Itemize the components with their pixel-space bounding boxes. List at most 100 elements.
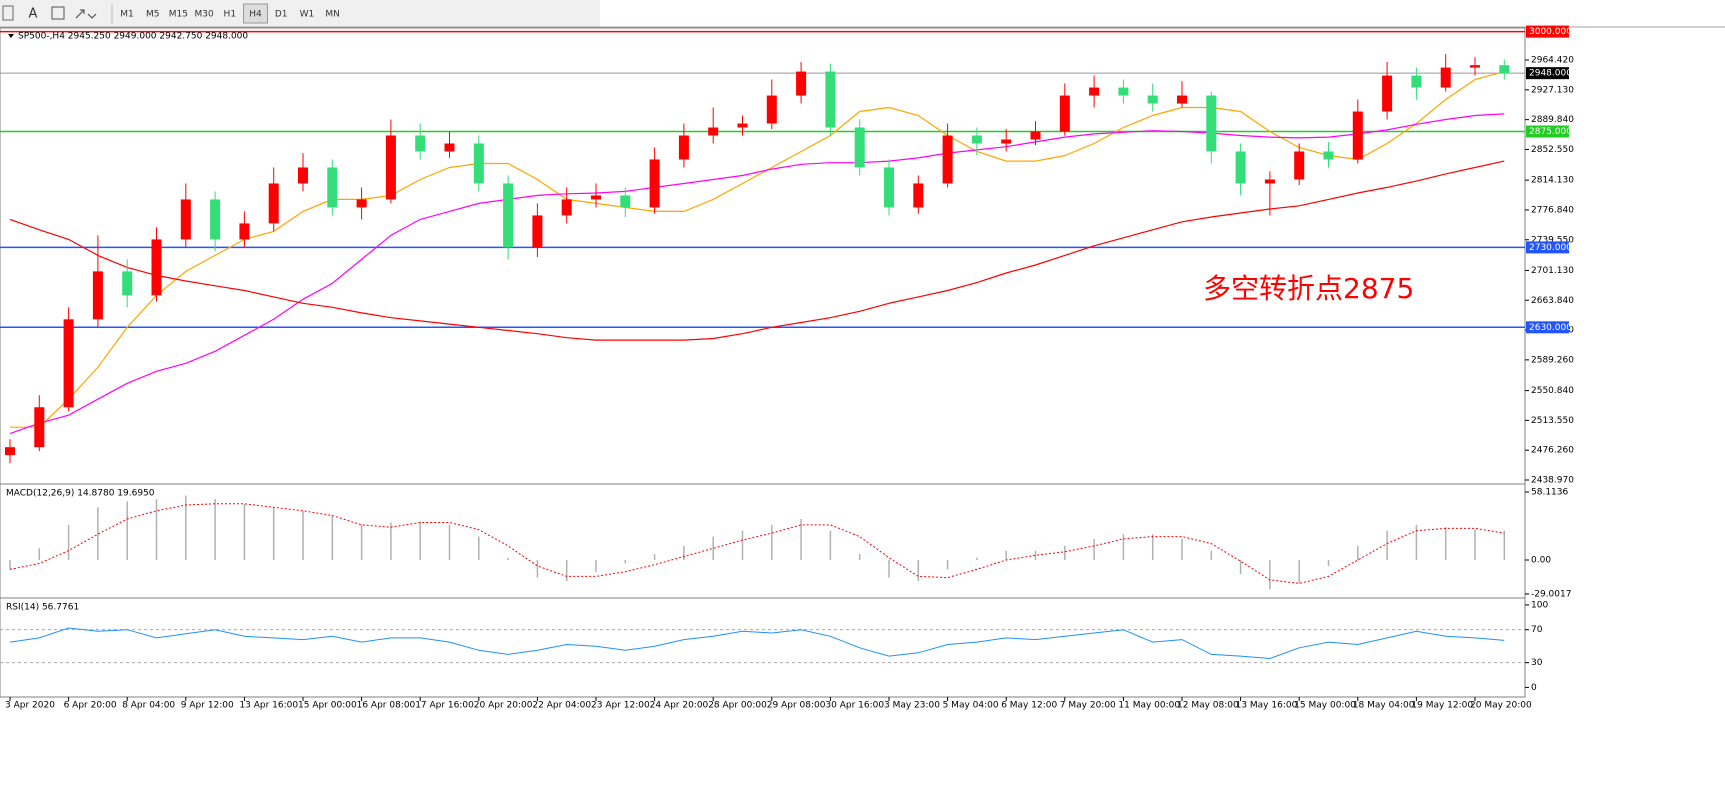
timeframe-button[interactable]	[115, 4, 139, 23]
candle-body	[327, 167, 338, 208]
x-tick-label: 3 Apr 2020	[5, 701, 55, 711]
timeframe-label[interactable]: M30	[194, 10, 213, 20]
timeframe-button[interactable]	[166, 4, 191, 23]
candle-body	[1089, 87, 1100, 96]
candle-body	[942, 135, 953, 184]
level-label: 3000.000	[1529, 27, 1572, 37]
candle-body	[415, 135, 426, 152]
y-tick-label: 2964.420	[1531, 56, 1574, 66]
y-tick-label: 0	[1531, 683, 1537, 693]
timeframe-button[interactable]	[243, 3, 268, 24]
y-tick-label: 2701.130	[1531, 266, 1574, 276]
timeframe-label[interactable]: D1	[275, 10, 288, 20]
timeframe-button[interactable]	[217, 4, 242, 23]
x-tick-label: 3 May 23:00	[884, 701, 940, 711]
y-tick-label: 30	[1531, 658, 1543, 668]
candle-body	[591, 195, 601, 200]
timeframe-button[interactable]	[294, 4, 319, 23]
candle-body	[766, 95, 777, 124]
candle-body	[63, 319, 74, 408]
moving-average	[9, 113, 1505, 435]
y-tick-label: 100	[1531, 600, 1548, 610]
y-tick-label: 2550.840	[1531, 386, 1574, 396]
y-tick-label: 2476.260	[1531, 446, 1574, 456]
x-tick-label: 18 May 04:00	[1353, 701, 1415, 711]
timeframe-label[interactable]: M1	[120, 10, 134, 20]
y-tick-label: 2776.840	[1531, 205, 1574, 215]
x-tick-label: 6 May 12:00	[1001, 701, 1057, 711]
y-tick-label: 2513.550	[1531, 416, 1574, 426]
x-tick-label: 7 May 20:00	[1060, 701, 1116, 711]
level-label: 2730.000	[1529, 243, 1572, 253]
timeframe-button[interactable]	[140, 4, 165, 23]
candle-body	[473, 143, 484, 184]
candle-body	[884, 167, 894, 208]
candle-body	[825, 71, 836, 128]
tool-icon[interactable]	[75, 9, 97, 19]
candle-body	[1030, 131, 1041, 140]
y-tick-label: 58.1136	[1531, 487, 1568, 497]
y-tick-label: 2663.840	[1531, 296, 1574, 306]
candle-body	[649, 159, 660, 208]
x-tick-label: 17 Apr 16:00	[415, 701, 474, 711]
candle-body	[913, 183, 924, 208]
candle-body	[678, 135, 689, 160]
candle-body	[210, 199, 221, 240]
candle-body	[268, 183, 279, 224]
candle-body	[444, 143, 455, 152]
timeframe-button[interactable]	[269, 4, 294, 23]
timeframe-button[interactable]	[320, 4, 345, 23]
y-tick-label: 2438.970	[1531, 475, 1574, 485]
candle-body	[385, 135, 396, 200]
x-tick-label: 9 Apr 12:00	[181, 701, 234, 711]
x-tick-label: 29 Apr 08:00	[767, 701, 826, 711]
candle-body	[1235, 151, 1246, 184]
candle-body	[620, 195, 631, 208]
candle-body	[122, 271, 133, 296]
tool-icon[interactable]	[51, 6, 65, 20]
timeframe-button[interactable]	[192, 4, 217, 23]
tool-icon[interactable]	[2, 5, 14, 21]
x-tick-label: 20 May 20:00	[1470, 701, 1532, 711]
candle-body	[92, 271, 103, 320]
x-tick-label: 11 May 00:00	[1118, 701, 1180, 711]
candle-body	[1001, 139, 1012, 144]
candle-body	[854, 127, 865, 168]
timeframe-label[interactable]: M5	[146, 10, 160, 20]
timeframe-label[interactable]: MN	[325, 10, 340, 20]
x-tick-label: 13 Apr 16:00	[239, 701, 298, 711]
x-tick-label: 13 May 16:00	[1236, 701, 1298, 711]
level-label: 2948.000	[1529, 69, 1572, 79]
level-label: 2875.000	[1529, 127, 1572, 137]
candle-body	[356, 199, 367, 208]
candle-body	[151, 239, 162, 296]
level-label: 2630.000	[1529, 323, 1572, 333]
x-tick-label: 19 May 12:00	[1411, 701, 1473, 711]
timeframe-label[interactable]: W1	[300, 10, 315, 20]
candle-body	[1177, 95, 1187, 104]
x-tick-label: 16 Apr 08:00	[357, 701, 416, 711]
y-tick-label: 2927.130	[1531, 85, 1574, 95]
candle-body	[1059, 95, 1070, 132]
y-tick-label: 2852.550	[1531, 145, 1574, 155]
x-tick-label: 12 May 08:00	[1177, 701, 1239, 711]
annotation: 多空转折点2875	[1203, 272, 1414, 305]
y-tick-label: 0.00	[1531, 556, 1551, 566]
pane-title: RSI(14) 56.7761	[6, 603, 79, 613]
timeframe-label[interactable]: H4	[249, 10, 262, 20]
candle-body	[796, 71, 807, 96]
x-tick-label: 20 Apr 20:00	[474, 701, 533, 711]
x-tick-label: 23 Apr 12:00	[591, 701, 650, 711]
level-tag	[1526, 25, 1569, 38]
candle-body	[34, 407, 45, 448]
candle-body	[971, 135, 982, 144]
timeframe-label[interactable]: H1	[224, 10, 237, 20]
x-tick-label: 8 Apr 04:00	[122, 701, 175, 711]
timeframe-label[interactable]: M15	[169, 10, 188, 20]
candle-body	[708, 127, 719, 136]
tool-text[interactable]: A	[29, 7, 38, 22]
x-tick-label: 15 May 00:00	[1294, 701, 1356, 711]
moving-average	[9, 160, 1505, 341]
x-tick-label: 28 Apr 00:00	[708, 701, 767, 711]
